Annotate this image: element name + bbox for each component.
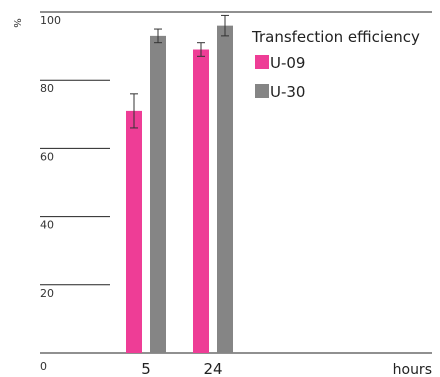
legend-label: U-09 xyxy=(270,54,305,72)
y-tick-label: 60 xyxy=(40,150,54,163)
y-tick-label: 20 xyxy=(40,287,54,300)
y-axis-ticks: 0 20 40 60 80 100 xyxy=(40,14,61,373)
bar xyxy=(126,110,142,353)
bar xyxy=(193,49,209,353)
legend-label: U-30 xyxy=(270,83,305,101)
y-tick-label: 40 xyxy=(40,219,54,232)
grid-lines xyxy=(40,11,432,354)
legend: U-09 U-30 xyxy=(255,54,305,101)
y-tick-label: 100 xyxy=(40,14,61,27)
y-tick-label: 80 xyxy=(40,82,54,95)
y-axis-unit: % xyxy=(11,18,22,28)
legend-title: Transfection efficiency xyxy=(251,28,420,46)
x-tick-label: 24 xyxy=(203,360,222,377)
y-tick-label: 0 xyxy=(40,360,47,373)
x-tick-label: 5 xyxy=(141,360,151,377)
error-bars xyxy=(130,14,229,129)
legend-swatch xyxy=(255,55,269,69)
x-axis-unit: hours xyxy=(393,362,432,377)
x-axis-ticks: 5 24 xyxy=(141,360,222,377)
bars xyxy=(126,25,233,354)
bar xyxy=(150,35,166,354)
legend-swatch xyxy=(255,84,269,98)
bar xyxy=(217,25,233,353)
